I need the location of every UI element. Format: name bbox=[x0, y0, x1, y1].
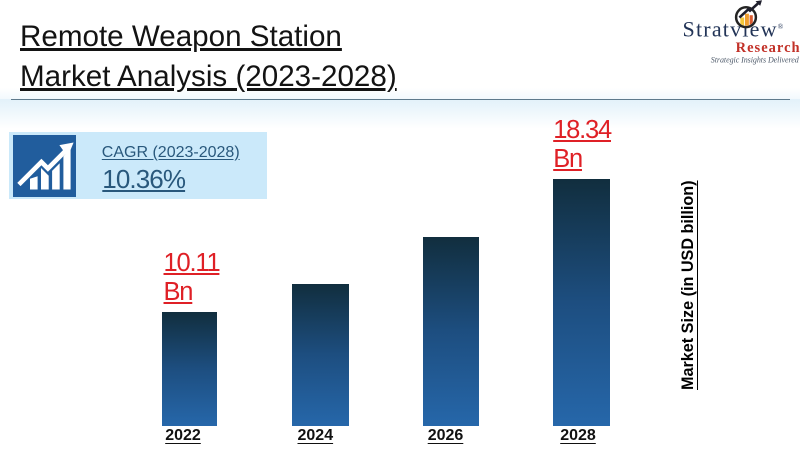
svg-text:Strategic Insights Delivered: Strategic Insights Delivered bbox=[711, 56, 800, 65]
svg-text:®: ® bbox=[778, 22, 784, 31]
svg-text:Stratview: Stratview bbox=[683, 17, 777, 42]
svg-text:Research: Research bbox=[736, 40, 800, 56]
